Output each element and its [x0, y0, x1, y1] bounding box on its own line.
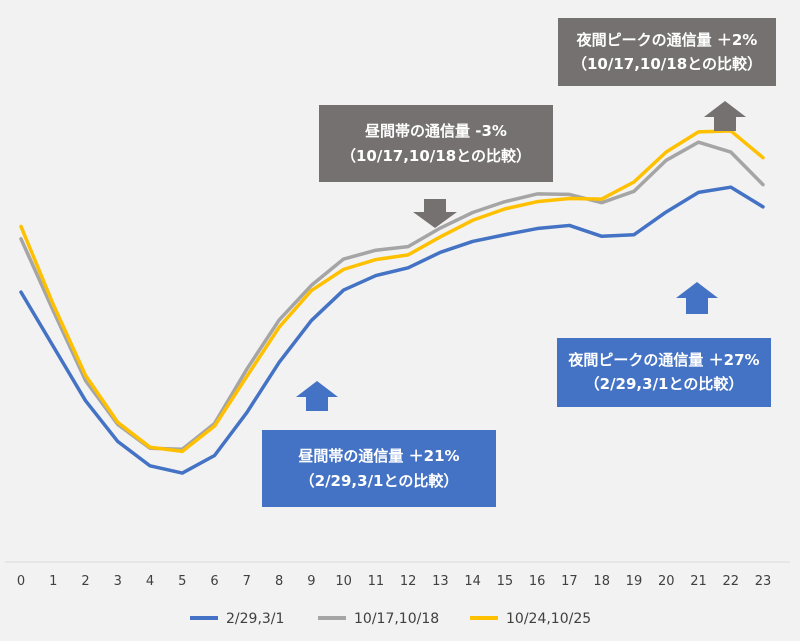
x-tick-label-18: 18 — [593, 574, 610, 589]
x-tick-label-5: 5 — [178, 574, 186, 589]
x-tick-label-14: 14 — [464, 574, 481, 589]
callout-night-vs-feb-line2: （2/29,3/1との比較） — [585, 375, 744, 393]
callout-daytime-vs-feb: 昼間帯の通信量 ＋21% （2/29,3/1との比較） — [262, 381, 496, 507]
x-tick-label-3: 3 — [114, 574, 122, 589]
x-tick-label-7: 7 — [243, 574, 251, 589]
x-tick-label-21: 21 — [690, 574, 707, 589]
x-tick-label-2: 2 — [81, 574, 89, 589]
callout-daytime-vs-feb-line1: 昼間帯の通信量 ＋21% — [298, 447, 459, 465]
x-tick-label-23: 23 — [755, 574, 772, 589]
callout-daytime-vs-feb-line2: （2/29,3/1との比較） — [300, 472, 459, 490]
up-arrow-icon — [676, 282, 718, 314]
series-line-0 — [19, 185, 765, 475]
callout-box-night-vs-feb — [557, 338, 771, 407]
x-tick-label-6: 6 — [210, 574, 218, 589]
x-tick-label-1: 1 — [49, 574, 57, 589]
x-axis-ticks: 0 1 2 3 4 5 6 7 8 9 10 11 12 13 14 15 16 17 18 19 20 21 22 23 — [17, 574, 771, 589]
legend-label-oct17: 10/17,10/18 — [354, 611, 439, 627]
callout-night-vs-feb-line1: 夜間ピークの通信量 ＋27% — [567, 351, 759, 369]
x-tick-label-9: 9 — [307, 574, 315, 589]
callout-daytime-vs-oct: 昼間帯の通信量 -3% （10/17,10/18との比較） — [319, 105, 553, 228]
x-tick-label-8: 8 — [275, 574, 283, 589]
x-tick-label-12: 12 — [400, 574, 417, 589]
x-tick-label-0: 0 — [17, 574, 25, 589]
down-arrow-icon — [413, 199, 457, 228]
x-tick-label-20: 20 — [658, 574, 675, 589]
series-layer — [19, 129, 765, 475]
callout-night-vs-oct: 夜間ピークの通信量 ＋2% （10/17,10/18との比較） — [558, 18, 776, 131]
legend-item-feb: 2/29,3/1 — [190, 611, 284, 627]
x-tick-label-16: 16 — [529, 574, 546, 589]
callout-night-vs-oct-line2: （10/17,10/18との比較） — [572, 55, 762, 73]
callout-box-daytime-vs-feb — [262, 430, 496, 507]
callout-night-vs-oct-line1: 夜間ピークの通信量 ＋2% — [576, 31, 758, 49]
x-tick-label-13: 13 — [432, 574, 449, 589]
x-tick-label-10: 10 — [335, 574, 352, 589]
x-tick-label-15: 15 — [497, 574, 514, 589]
legend-item-oct24: 10/24,10/25 — [470, 611, 591, 627]
x-tick-label-4: 4 — [146, 574, 154, 589]
x-tick-label-17: 17 — [561, 574, 578, 589]
series-line-2 — [19, 129, 765, 454]
legend-item-oct17: 10/17,10/18 — [318, 611, 439, 627]
x-tick-label-22: 22 — [722, 574, 739, 589]
callout-daytime-vs-oct-line1: 昼間帯の通信量 -3% — [365, 122, 507, 140]
callout-box-daytime-vs-oct — [319, 105, 553, 182]
legend-label-feb: 2/29,3/1 — [226, 611, 284, 627]
x-tick-label-19: 19 — [626, 574, 643, 589]
x-tick-label-11: 11 — [368, 574, 385, 589]
callout-daytime-vs-oct-line2: （10/17,10/18との比較） — [341, 147, 531, 165]
callouts: 昼間帯の通信量 ＋21% （2/29,3/1との比較） 夜間ピークの通信量 ＋2… — [262, 18, 776, 507]
up-arrow-icon — [296, 381, 338, 411]
legend-label-oct24: 10/24,10/25 — [506, 611, 591, 627]
legend: 2/29,3/1 10/17,10/18 10/24,10/25 — [190, 611, 591, 627]
callout-box-night-vs-oct — [558, 18, 776, 86]
callout-night-vs-feb: 夜間ピークの通信量 ＋27% （2/29,3/1との比較） — [557, 282, 771, 407]
up-arrow-icon — [704, 101, 746, 131]
